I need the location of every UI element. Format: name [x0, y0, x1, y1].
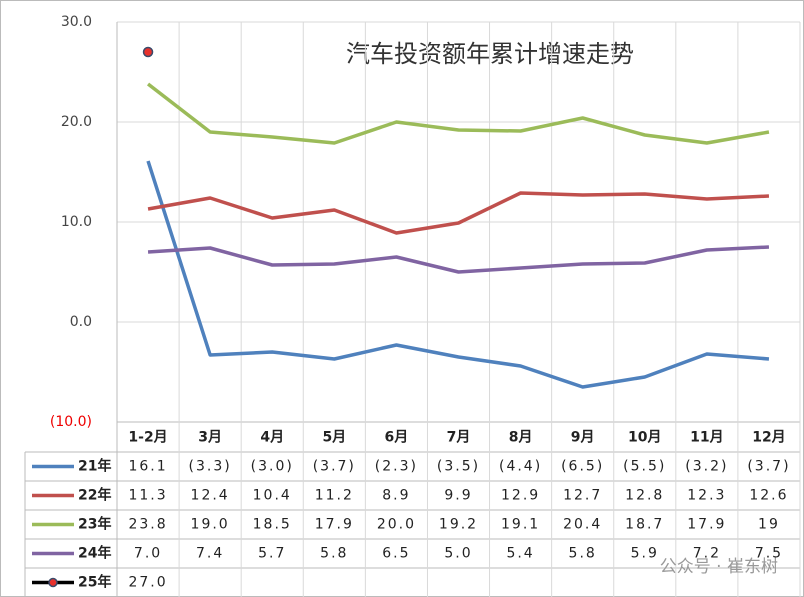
y-tick-label: 20.0	[61, 114, 92, 130]
legend-label: 21年	[78, 458, 111, 475]
table-cell: 19.2	[439, 517, 478, 533]
table-cell: (6.5)	[561, 459, 604, 475]
series-line	[146, 82, 770, 145]
table-cell: 7.4	[196, 546, 224, 562]
table-cell: 19.0	[191, 517, 230, 533]
table-cell: (5.5)	[623, 459, 666, 475]
table-cell: 12.9	[501, 488, 540, 504]
table-cell: 9.9	[444, 488, 472, 504]
table-cell: 5.7	[258, 546, 286, 562]
table-cell: (3.2)	[685, 459, 728, 475]
table-cell: 12.6	[749, 488, 788, 504]
table-cell: 7.5	[755, 546, 783, 562]
y-tick-label: (10.0)	[50, 414, 92, 430]
table-cell: 5.8	[569, 546, 597, 562]
table-cell: (3.7)	[747, 459, 790, 475]
legend-label: 22年	[78, 487, 111, 504]
table-cell: (2.3)	[375, 459, 418, 475]
series-line	[147, 191, 770, 235]
table-cell: 19	[758, 517, 780, 533]
x-tick-label: 4月	[260, 430, 284, 446]
y-tick-label: 30.0	[61, 14, 92, 30]
table-cell: (3.3)	[189, 459, 232, 475]
table-cell: (3.0)	[251, 459, 294, 475]
table-cell: 5.9	[631, 546, 659, 562]
x-tick-label: 3月	[198, 430, 222, 446]
table-cell: 18.5	[253, 517, 292, 533]
table-cell: 11.2	[315, 488, 354, 504]
table-cell: 27.0	[128, 575, 167, 591]
table-cell: 20.4	[563, 517, 602, 533]
legend-label: 24年	[78, 545, 111, 562]
table-cell: (4.4)	[499, 459, 542, 475]
x-tick-label: 1-2月	[128, 430, 167, 446]
x-tick-label: 8月	[509, 430, 533, 446]
y-tick-label: 10.0	[61, 214, 92, 230]
table-cell: 5.8	[320, 546, 348, 562]
x-tick-label: 11月	[690, 430, 723, 446]
x-tick-label: 5月	[322, 430, 346, 446]
x-tick-label: 9月	[571, 430, 595, 446]
table-cell: 5.0	[444, 546, 472, 562]
table-cell: (3.7)	[313, 459, 356, 475]
table-cell: 19.1	[501, 517, 540, 533]
legend-key-marker	[48, 577, 58, 588]
table-cell: 11.3	[128, 488, 167, 504]
table-cell: 10.4	[253, 488, 292, 504]
series-line	[146, 160, 770, 389]
series-line	[147, 245, 770, 274]
x-tick-label: 7月	[447, 430, 471, 446]
table-cell: 16.1	[128, 459, 167, 475]
table-cell: 6.5	[382, 546, 410, 562]
table-cell: 17.9	[315, 517, 354, 533]
table-cell: 23.8	[128, 517, 167, 533]
legend-label: 23年	[78, 516, 111, 533]
table-cell: 8.9	[382, 488, 410, 504]
table-cell: 5.4	[506, 546, 534, 562]
legend-label: 25年	[78, 574, 111, 591]
table-cell: 7.2	[693, 546, 721, 562]
table-cell: (3.5)	[437, 459, 480, 475]
x-tick-label: 10月	[628, 430, 661, 446]
table-cell: 20.0	[377, 517, 416, 533]
table-cell: 12.4	[191, 488, 230, 504]
x-tick-label: 12月	[752, 430, 785, 446]
y-tick-label: 0.0	[70, 314, 92, 330]
table-cell: 17.9	[687, 517, 726, 533]
series-marker	[142, 46, 154, 58]
watermark: 公众号 · 崔东树	[660, 557, 778, 577]
table-cell: 12.7	[563, 488, 602, 504]
table-cell: 7.0	[134, 546, 162, 562]
x-tick-label: 6月	[385, 430, 409, 446]
table-cell: 12.3	[687, 488, 726, 504]
table-cell: 18.7	[625, 517, 664, 533]
table-cell: 12.8	[625, 488, 664, 504]
